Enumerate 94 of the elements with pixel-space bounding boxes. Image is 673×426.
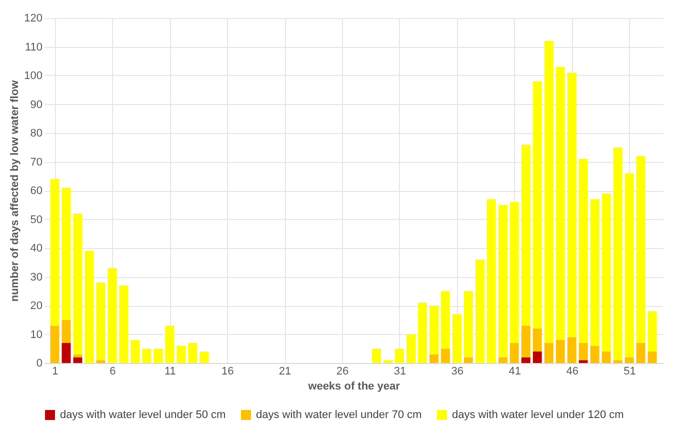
bar: [62, 342, 71, 363]
bar: [464, 291, 473, 358]
bar: [602, 193, 611, 352]
y-tick-label: 90: [30, 98, 42, 111]
y-tick-label: 30: [30, 271, 42, 284]
bar: [486, 199, 496, 363]
y-tick-label: 110: [24, 41, 42, 54]
bar: [452, 314, 462, 363]
y-tick-label: 20: [30, 300, 42, 312]
bar: [578, 360, 588, 363]
bar: [636, 156, 646, 343]
bar: [590, 346, 600, 363]
bar: [521, 326, 530, 358]
bar: [372, 348, 381, 363]
bar: [636, 342, 646, 363]
y-tick-label: 40: [30, 242, 42, 254]
y-tick-label: 100: [24, 70, 42, 82]
bar: [510, 342, 519, 363]
bar: [73, 214, 82, 354]
bar: [567, 337, 576, 363]
bar: [613, 147, 622, 360]
x-tick-label: 51: [624, 366, 636, 378]
bar: [648, 352, 657, 363]
bar: [429, 354, 438, 363]
bar: [532, 352, 542, 363]
y-tick-label: 0: [36, 358, 42, 370]
bar: [544, 342, 554, 363]
bar: [108, 268, 117, 363]
bar: [62, 320, 71, 343]
legend-label: days with water level under 50 cm: [60, 409, 226, 421]
x-tick-label: 1: [52, 366, 58, 378]
x-tick-label: 16: [221, 366, 234, 378]
legend-label: days with water level under 70 cm: [256, 409, 422, 421]
y-tick-label: 80: [30, 128, 42, 140]
bar: [406, 334, 416, 363]
x-tick-label: 46: [566, 366, 578, 378]
bar: [590, 199, 600, 346]
bar: [475, 260, 484, 363]
bar: [648, 311, 657, 352]
bar: [464, 357, 473, 363]
bar: [602, 352, 611, 363]
x-tick-label: 11: [164, 366, 176, 378]
bar: [130, 340, 140, 363]
bar: [418, 302, 427, 363]
bar: [62, 188, 71, 320]
bar: [176, 346, 186, 363]
bar: [521, 357, 530, 363]
bar: [84, 250, 94, 363]
bar: [96, 360, 106, 363]
bar: [567, 72, 576, 338]
bar: [50, 179, 60, 326]
bar: [154, 348, 163, 363]
y-tick-label: 10: [30, 328, 42, 341]
y-axis-title: number of days affected by low water flow: [9, 80, 22, 302]
bar: [429, 306, 438, 354]
bar: [96, 282, 106, 360]
bar: [532, 81, 542, 328]
bar: [544, 41, 554, 343]
bar: [200, 352, 209, 363]
legend-label: days with water level under 120 cm: [452, 409, 624, 421]
x-tick-label: 41: [508, 366, 521, 378]
bar: [165, 326, 174, 363]
bar: [142, 348, 152, 363]
bar: [498, 357, 508, 363]
bar: [188, 342, 198, 363]
bar: [498, 204, 508, 358]
bar: [556, 340, 565, 363]
y-tick-label: 120: [24, 12, 42, 24]
bar: [440, 348, 450, 363]
x-tick-label: 26: [336, 366, 349, 378]
x-tick-label: 21: [278, 366, 292, 378]
y-tick-label: 60: [30, 185, 42, 197]
bar: [624, 173, 634, 358]
bar: [440, 291, 450, 349]
bar: [50, 326, 60, 363]
x-tick-label: 31: [394, 366, 406, 378]
bar: [73, 354, 82, 358]
bar: [532, 328, 542, 352]
bar: [394, 348, 404, 363]
x-tick-label: 36: [451, 366, 464, 378]
y-tick-label: 50: [30, 214, 42, 226]
bar: [578, 342, 588, 360]
bar: [556, 66, 565, 340]
bar: [578, 158, 588, 343]
bar: [624, 357, 634, 363]
x-tick-label: 6: [110, 366, 116, 378]
bar: [521, 144, 530, 326]
bar: [383, 360, 392, 363]
y-tick-label: 70: [30, 156, 42, 168]
bar: [510, 202, 519, 343]
x-axis-title: weeks of the year: [307, 380, 401, 392]
bar: [73, 357, 82, 363]
bar: [613, 360, 622, 363]
bar: [119, 285, 128, 363]
